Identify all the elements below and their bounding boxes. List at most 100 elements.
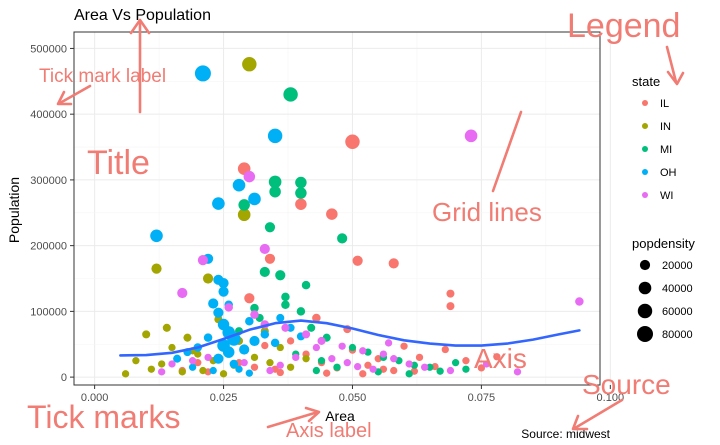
point-mi (307, 323, 316, 332)
annot-tick-mark-label: Tick mark label (39, 66, 166, 87)
legend-label-oh: OH (660, 167, 677, 179)
y-tick-label: 500000 (30, 43, 67, 55)
point-il (250, 363, 259, 371)
point-wi (343, 358, 351, 367)
y-tick-label: 200000 (30, 241, 67, 253)
point-oh (245, 316, 254, 326)
point-oh (267, 128, 283, 144)
point-wi (405, 360, 413, 368)
point-oh (249, 335, 260, 347)
annotation-arrow-head (129, 18, 151, 35)
legend-key-wi (642, 192, 648, 198)
point-in (302, 355, 310, 363)
point-mi (337, 233, 348, 244)
smooth-curve (119, 319, 581, 357)
annot-grid-lines: Grid lines (432, 197, 542, 227)
legend-key-in (642, 123, 648, 129)
annotation-arrow (665, 45, 678, 84)
point-in (162, 323, 171, 332)
size-key (637, 326, 653, 342)
point-mi (269, 185, 281, 198)
point-in (142, 330, 151, 339)
point-wi (464, 129, 478, 143)
point-oh (194, 65, 211, 82)
annot-legend: Legend (567, 7, 680, 45)
point-in (250, 353, 259, 362)
point-il (276, 368, 284, 377)
point-wi (168, 360, 176, 368)
point-wi (390, 355, 398, 363)
legend-label-in: IN (660, 121, 671, 133)
point-mi (295, 187, 307, 199)
point-oh (270, 338, 280, 348)
point-wi (338, 342, 346, 350)
legend-title-popdensity: popdensity (632, 236, 695, 251)
annotation-arrow-head (571, 414, 589, 431)
caption: Source: midwest (521, 427, 610, 441)
point-oh (203, 333, 213, 342)
size-label: 40000 (662, 283, 693, 295)
point-oh (239, 344, 250, 355)
point-wi (292, 353, 300, 362)
point-wi (513, 368, 522, 376)
point-il (244, 293, 255, 304)
annotation-arrow (58, 84, 92, 105)
scatter-points (121, 56, 584, 378)
point-mi (295, 176, 307, 189)
point-oh (150, 229, 163, 243)
point-wi (421, 363, 429, 371)
point-il (359, 370, 367, 378)
annotation-arrow-head (304, 406, 321, 423)
grid-lines (74, 32, 611, 385)
size-key (637, 303, 653, 319)
annotation-arrow (573, 398, 624, 430)
point-mi (264, 222, 276, 233)
point-in (121, 370, 130, 378)
point-oh (235, 365, 243, 373)
point-mi (301, 280, 311, 290)
legend-label-wi: WI (660, 190, 673, 202)
annot-tick-marks: Tick marks (27, 399, 180, 435)
point-il (446, 289, 455, 298)
point-mi (283, 87, 298, 102)
point-in (147, 365, 156, 373)
point-il (323, 369, 331, 377)
legend-label-il: IL (660, 98, 669, 110)
point-il (390, 366, 398, 375)
y-tick-label: 300000 (30, 175, 67, 187)
point-mi (250, 303, 259, 313)
y-tick-label: 0 (61, 372, 67, 384)
point-oh (173, 354, 182, 363)
legend-key-il (642, 100, 648, 106)
point-il (345, 134, 360, 149)
point-il (295, 198, 307, 210)
point-oh (245, 369, 253, 377)
point-oh (188, 363, 197, 371)
point-wi (158, 368, 166, 376)
annotations: Title Legend Tick mark label Grid lines Axis… (27, 7, 685, 442)
annot-title: Title (87, 144, 150, 182)
point-wi (281, 323, 290, 332)
point-oh (229, 359, 239, 369)
point-mi (426, 363, 434, 371)
annotation-arrow-head (56, 90, 73, 106)
annot-axis-label: Axis label (286, 420, 372, 442)
point-in (168, 343, 176, 352)
point-in (202, 273, 214, 284)
y-tick-label: 100000 (30, 306, 67, 318)
point-il (261, 341, 269, 350)
x-tick-label: 0.075 (468, 392, 496, 404)
axes: 0.000 0.025 0.050 0.075 0.100 0 100000 200000 30… (30, 31, 624, 404)
point-wi (379, 350, 388, 358)
point-il (388, 258, 399, 269)
x-tick-label: 0.000 (81, 392, 109, 404)
point-in (242, 56, 257, 72)
point-in (237, 208, 251, 222)
annot-source: Source (582, 369, 671, 400)
point-oh (208, 298, 219, 309)
point-wi (197, 255, 209, 266)
point-mi (451, 358, 460, 367)
legend-label-mi: MI (660, 144, 672, 156)
